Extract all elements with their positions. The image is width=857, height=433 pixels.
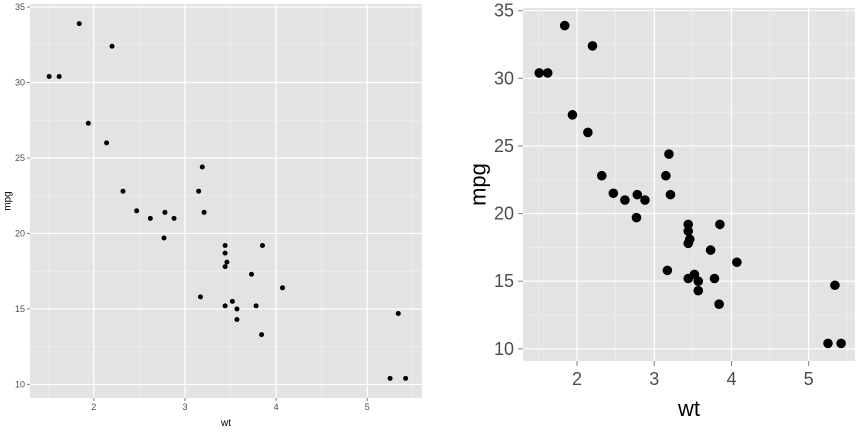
data-point [109, 43, 115, 49]
x-tick-label: 5 [804, 369, 814, 389]
x-tick-label: 4 [274, 402, 279, 412]
y-tick-label: 35 [15, 2, 25, 12]
data-point [253, 303, 259, 309]
x-axis-title: wt [220, 418, 231, 428]
data-point [732, 257, 742, 268]
data-point [229, 298, 235, 304]
data-point [249, 271, 255, 277]
data-point [665, 189, 676, 200]
data-point [684, 234, 695, 245]
data-point [387, 375, 393, 381]
data-point [596, 170, 607, 181]
data-point [85, 120, 91, 126]
data-point [693, 285, 704, 296]
data-point [403, 375, 409, 381]
data-point [259, 243, 265, 249]
y-tick-label: 20 [15, 228, 25, 238]
data-point [120, 188, 126, 194]
y-axis-title: mpg [466, 163, 491, 206]
x-tick-label: 2 [91, 402, 96, 412]
data-point [693, 276, 704, 287]
x-tick-label: 4 [726, 369, 736, 389]
x-tick-label: 3 [182, 402, 187, 412]
data-point [836, 338, 846, 349]
scatter-panel-left: 2 3 4 5 10 15 20 25 30 35 wt mpg [3, 2, 422, 429]
data-point [259, 332, 265, 338]
data-point [608, 188, 619, 199]
y-tick-label: 10 [494, 339, 514, 359]
data-point [661, 170, 671, 181]
data-point [134, 208, 140, 214]
data-point [280, 285, 286, 291]
data-point [196, 188, 202, 194]
data-point [104, 140, 110, 146]
data-point [46, 73, 52, 79]
data-point [222, 264, 228, 270]
data-point [632, 189, 643, 200]
data-point [542, 68, 553, 78]
x-axis-title: wt [677, 396, 700, 421]
data-point [830, 280, 840, 291]
data-point [171, 215, 177, 221]
data-point [222, 303, 228, 309]
data-point [823, 338, 833, 349]
y-tick-label: 25 [494, 136, 514, 156]
data-point [234, 306, 240, 312]
y-tick-label: 35 [494, 1, 514, 21]
data-point [162, 209, 168, 215]
y-tick-label: 15 [494, 271, 514, 291]
data-point [583, 127, 593, 138]
y-axis-title: mpg [3, 191, 14, 210]
scatter-panel-right: 2 3 4 5 10 15 20 25 30 35 wt mpg [466, 1, 855, 421]
x-tick-label: 5 [365, 402, 370, 412]
data-point [222, 243, 228, 249]
data-point [715, 219, 725, 230]
data-point [534, 68, 545, 78]
data-point [683, 219, 694, 230]
y-tick-label: 20 [494, 204, 514, 224]
y-tick-label: 10 [15, 379, 25, 389]
data-point [222, 250, 228, 256]
data-point [683, 226, 694, 236]
data-point [567, 110, 578, 120]
data-point [395, 310, 401, 316]
data-point [705, 245, 716, 255]
data-point [161, 235, 167, 241]
data-point [640, 195, 650, 205]
y-tick-label: 30 [15, 77, 25, 87]
data-point [147, 215, 153, 221]
data-point [199, 164, 205, 170]
y-tick-label: 30 [494, 68, 514, 88]
data-point [714, 299, 724, 309]
data-point [587, 41, 598, 51]
data-point [197, 294, 203, 300]
data-point [631, 212, 642, 223]
data-point [662, 265, 673, 276]
data-point [201, 209, 207, 215]
plot-background [30, 4, 422, 398]
plot-background [523, 8, 855, 361]
data-point [76, 21, 82, 27]
y-tick-label: 15 [15, 304, 25, 314]
data-point [56, 73, 62, 79]
x-tick-label: 2 [572, 369, 582, 389]
data-point [224, 259, 230, 265]
data-point [559, 20, 570, 31]
data-point [620, 195, 630, 205]
y-tick-label: 25 [15, 153, 25, 163]
x-tick-label: 3 [649, 369, 659, 389]
data-point [664, 149, 674, 159]
data-point [709, 273, 720, 284]
data-point [234, 317, 240, 323]
